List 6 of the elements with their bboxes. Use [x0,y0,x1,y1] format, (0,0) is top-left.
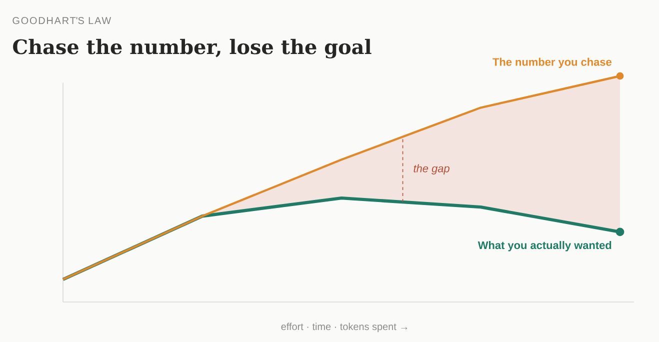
x-axis-title: effort · time · tokens spent → [281,322,408,332]
chart-subtitle: GOODHART'S LAW [12,17,112,24]
annotation: the gap [414,164,450,174]
series-label: The number you chase [492,58,612,68]
chart-title: Chase the number, lose the goal [13,38,372,58]
series-label: What you actually wanted [478,241,612,252]
